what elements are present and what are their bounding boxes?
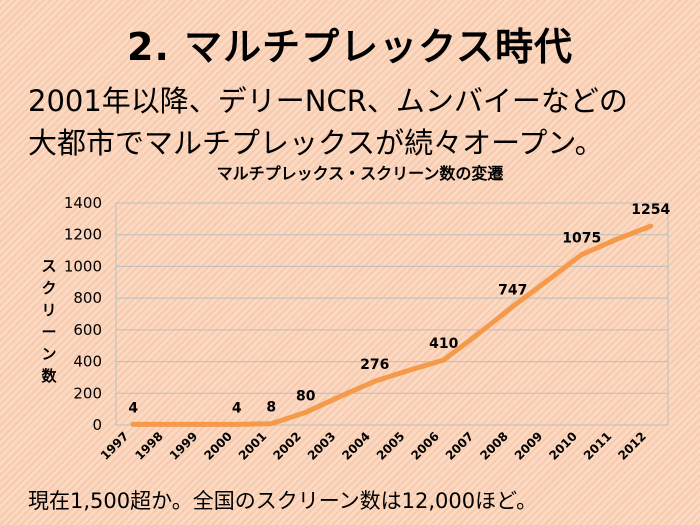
data-point [579,252,585,258]
y-axis-label: スクリーン数 [41,257,57,385]
lead-line-1: 2001年以降、デリーNCR、ムンバイーなどの [28,84,628,118]
y-tick-label: 1000 [64,257,102,275]
data-label: 747 [498,283,527,299]
x-tick-label: 1997 [98,429,132,463]
series-line [130,223,654,427]
x-tick-label: 2009 [512,429,546,463]
x-tick-label: 2004 [339,429,373,463]
data-point [648,223,654,229]
data-point [303,409,309,415]
y-tick-label: 0 [92,416,102,434]
data-label: 4 [232,400,242,416]
data-point [544,278,550,284]
x-tick-label: 2002 [270,429,304,463]
lead-line-2: 大都市でマルチプレックスが続々オープン。 [28,126,604,160]
x-tick-label: 2000 [201,429,235,463]
data-label: 1254 [631,202,670,218]
data-label: 4 [128,400,138,416]
lead-text: 2001年以降、デリーNCR、ムンバイーなどの 大都市でマルチプレックスが続々オ… [28,80,678,164]
slide-title: 2. マルチプレックス時代 [127,25,573,69]
data-point [510,304,516,310]
data-point [406,367,412,373]
x-tick-label: 2007 [443,429,477,463]
y-tick-label: 200 [73,384,102,402]
x-tick-label: 2011 [581,429,615,463]
data-point [199,421,205,427]
data-point [613,236,619,242]
x-tick-label: 2010 [546,429,580,463]
x-tick-label: 1999 [167,429,201,463]
data-point [475,331,481,337]
x-tick-label: 2001 [236,429,270,463]
x-tick-label: 2006 [408,429,442,463]
x-tick-label: 2005 [374,429,408,463]
data-label: 410 [429,336,458,352]
y-tick-label: 600 [73,321,102,339]
data-point [441,357,447,363]
data-point [337,393,343,399]
footer-note: 現在1,500超か。全国のスクリーン数は12,000ほど。 [28,489,538,513]
x-tick-label: 2012 [615,429,649,463]
data-point [372,378,378,384]
data-label: 276 [360,357,389,373]
y-tick-label: 400 [73,353,102,371]
y-tick-label: 800 [73,289,102,307]
data-label: 8 [266,400,276,416]
x-tick-label: 1998 [132,429,166,463]
data-point [165,421,171,427]
chart-title: マルチプレックス・スクリーン数の変遷 [216,164,504,183]
y-tick-label: 1400 [64,194,102,212]
data-label: 80 [296,388,316,404]
x-tick-label: 2003 [305,429,339,463]
data-point [268,421,274,427]
data-point [234,421,240,427]
data-point [130,421,136,427]
data-label: 1075 [562,231,601,247]
y-tick-label: 1200 [64,226,102,244]
x-tick-label: 2008 [477,429,511,463]
